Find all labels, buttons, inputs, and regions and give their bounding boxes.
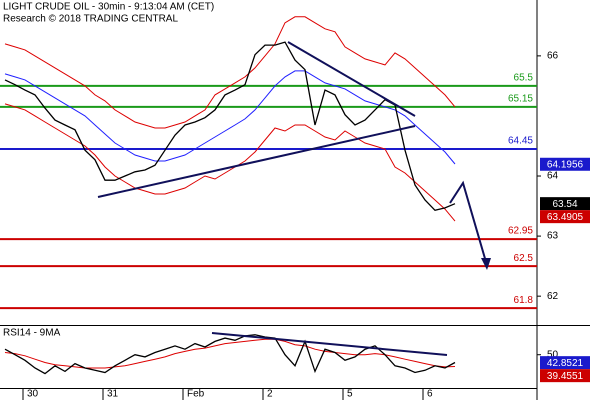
price-tag [540,356,590,370]
resistance-trendline [287,41,416,117]
chart-title: LIGHT CRUDE OIL - 30min - 9:13:04 AM (CE… [3,2,214,13]
price-tag-label: 39.4551 [547,371,584,382]
rsi-title: RSI14 - 9MA [3,328,61,339]
rsi-trendline [211,332,448,356]
overlay: LIGHT CRUDE OIL - 30min - 9:13:04 AM (CE… [3,2,590,400]
x-tick-label: 2 [267,389,273,400]
x-tick-label: 31 [107,389,119,400]
series-line [4,103,456,222]
x-tick-label: 30 [27,389,39,400]
price-tag-label: 63.4905 [547,212,584,223]
series-line [4,41,456,212]
y-tick-label: 66 [547,51,559,62]
price-tag [540,369,590,383]
arrow-head [481,258,491,270]
level-label: 65.15 [508,94,533,105]
level-label: 65.5 [514,73,534,84]
support-trendline [97,125,416,198]
price-tag-label: 64.1956 [547,159,584,170]
x-tick-label: 5 [347,389,353,400]
price-tag [540,197,590,211]
level-label: 62.95 [508,226,533,237]
y-tick-label: 63 [547,231,559,242]
level-label: 62.5 [514,253,534,264]
y-tick-label: 50 [547,349,559,360]
x-tick-label: 6 [427,389,433,400]
price-tag [540,210,590,224]
price-tag-label: 42.8521 [547,358,584,369]
price-panel [0,16,537,310]
rsi-panel [4,334,456,375]
y-tick-label: 64 [547,171,559,182]
chart-subtitle: Research © 2018 TRADING CENTRAL [3,14,178,25]
series-line [4,338,456,369]
series-line [4,16,456,129]
price-tag-label: 63.54 [552,199,577,210]
price-tag [540,157,590,171]
forecast-arrow [449,180,487,263]
x-tick-label: Feb [187,389,205,400]
level-label: 61.8 [514,295,534,306]
level-label: 64.45 [508,136,533,147]
series-line [4,334,456,375]
y-tick-label: 62 [547,291,559,302]
